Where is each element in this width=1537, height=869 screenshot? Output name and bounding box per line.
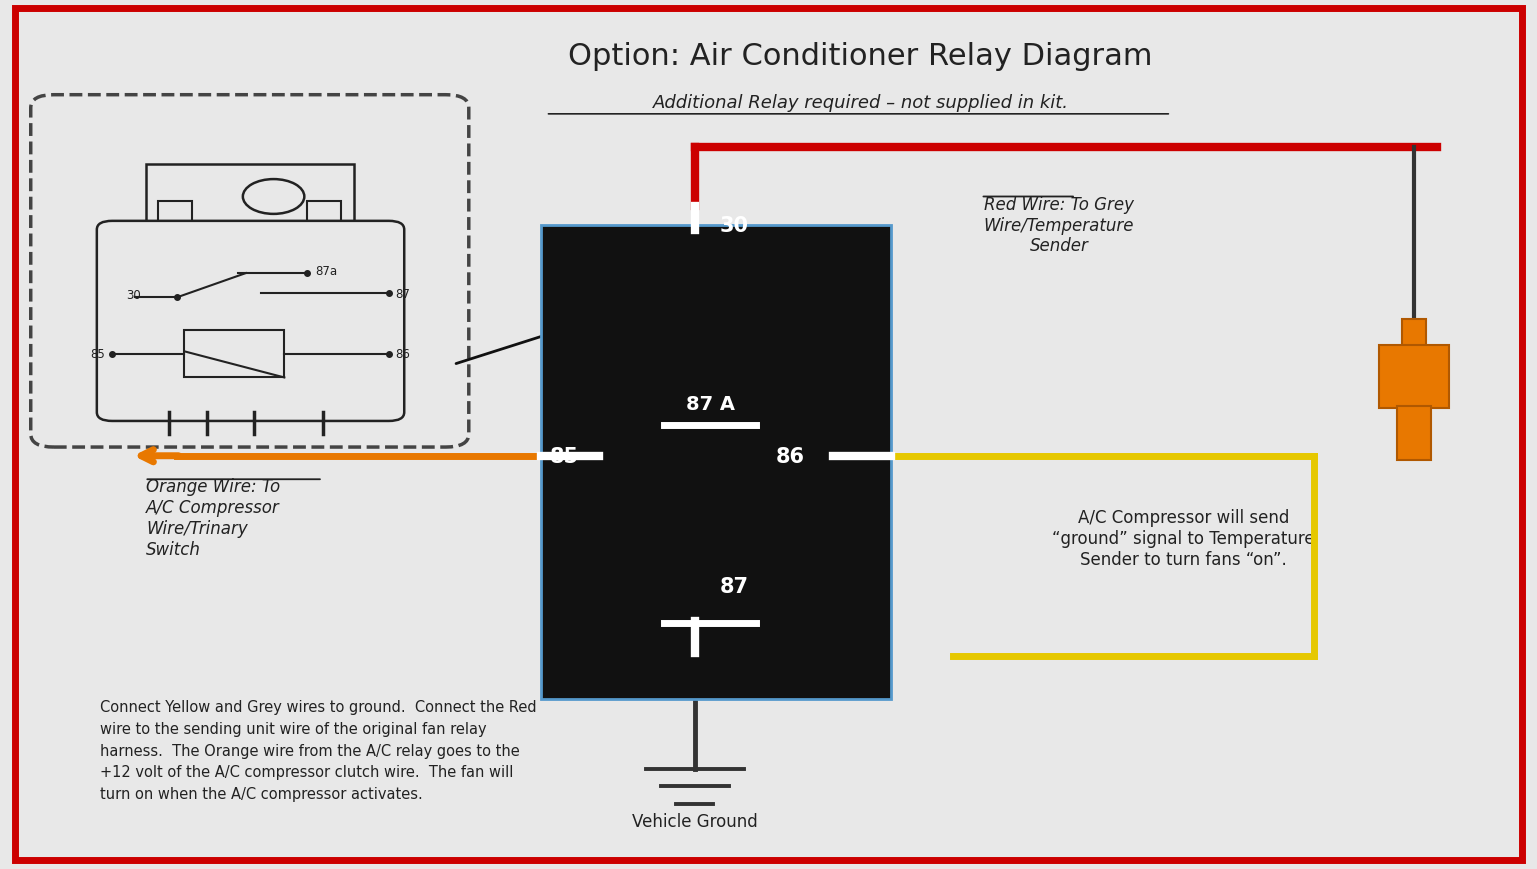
Text: 87a: 87a xyxy=(315,265,337,277)
Text: Orange Wire: To
A/C Compressor
Wire/Trinary
Switch: Orange Wire: To A/C Compressor Wire/Trin… xyxy=(146,478,280,558)
Bar xyxy=(146,165,354,230)
Text: Red Wire: To Grey
Wire/Temperature
Sender: Red Wire: To Grey Wire/Temperature Sende… xyxy=(984,196,1134,255)
Text: 86: 86 xyxy=(776,447,805,466)
Text: 85: 85 xyxy=(550,447,579,466)
Text: Connect Yellow and Grey wires to ground.  Connect the Red
wire to the sending un: Connect Yellow and Grey wires to ground.… xyxy=(100,700,536,801)
Bar xyxy=(1402,320,1426,348)
Text: 87 A: 87 A xyxy=(686,395,735,414)
Text: Additional Relay required – not supplied in kit.: Additional Relay required – not supplied… xyxy=(653,94,1068,111)
Text: 87: 87 xyxy=(719,577,749,596)
Text: 87: 87 xyxy=(395,288,410,300)
Bar xyxy=(1379,346,1449,408)
Text: Option: Air Conditioner Relay Diagram: Option: Air Conditioner Relay Diagram xyxy=(569,42,1153,71)
FancyBboxPatch shape xyxy=(97,222,404,421)
Bar xyxy=(541,226,891,700)
Bar xyxy=(1397,407,1431,461)
FancyBboxPatch shape xyxy=(15,9,1522,860)
Text: 86: 86 xyxy=(395,348,410,361)
Bar xyxy=(158,202,192,243)
Text: A/C Compressor will send
“ground” signal to Temperature
Sender to turn fans “on”: A/C Compressor will send “ground” signal… xyxy=(1053,508,1314,568)
Text: 30: 30 xyxy=(126,289,141,302)
Bar xyxy=(307,202,341,243)
FancyBboxPatch shape xyxy=(31,96,469,448)
Text: Vehicle Ground: Vehicle Ground xyxy=(632,813,758,830)
Text: 30: 30 xyxy=(719,216,749,235)
Text: 85: 85 xyxy=(89,348,105,361)
Bar xyxy=(184,330,284,378)
